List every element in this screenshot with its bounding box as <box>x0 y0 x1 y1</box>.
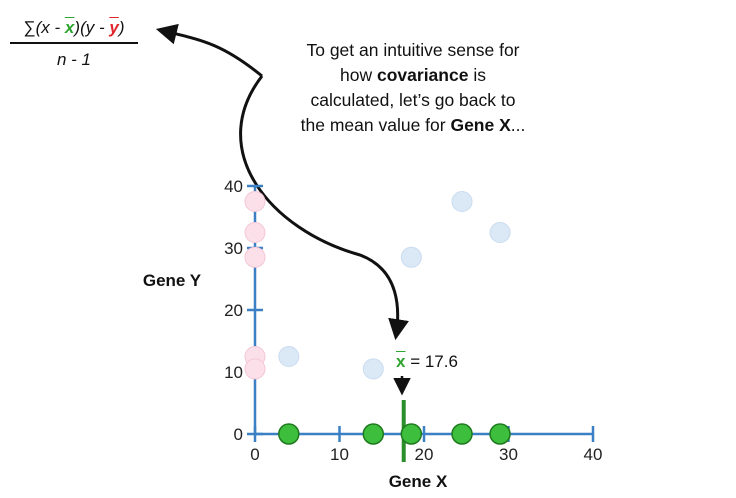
y-projection-point <box>244 358 266 380</box>
x-projection-point <box>489 423 511 445</box>
y-axis-title: Gene Y <box>143 271 202 290</box>
x-tick-label: 30 <box>499 445 518 464</box>
x-mean-symbol-label: x <box>396 352 406 371</box>
y-tick-label: 10 <box>224 363 243 382</box>
gene-x-term: Gene X <box>450 115 511 135</box>
faded-data-point <box>362 358 384 380</box>
y-tick-label: 40 <box>224 177 243 196</box>
x-tick-label: 40 <box>584 445 603 464</box>
y-projection-point <box>244 191 266 212</box>
formula-denominator: n - 1 <box>56 50 92 69</box>
y-projection-point <box>244 222 266 243</box>
x-projection-point <box>451 423 473 445</box>
x-tick-label: 20 <box>415 445 434 464</box>
faded-data-point <box>400 246 422 268</box>
axes-group: 0 10 20 30 40 0 10 20 30 40 Gene X Gene Y <box>143 177 603 491</box>
y-mean-symbol: y <box>109 18 119 37</box>
covariance-formula: ∑(x - x)(y - y) n - 1 <box>10 18 138 70</box>
y-projection-point <box>244 246 266 268</box>
points-group <box>244 191 511 462</box>
arrow-to-formula <box>155 23 263 78</box>
explanation-caption: To get an intuitive sense for how covari… <box>300 40 526 135</box>
y-tick-label: 30 <box>224 239 243 258</box>
x-mean-label: x = 17.6 <box>396 352 458 371</box>
x-tick-label: 0 <box>250 445 259 464</box>
arrow-to-mean <box>239 75 409 341</box>
x-axis-title: Gene X <box>389 472 448 491</box>
x-projection-point <box>278 423 300 445</box>
faded-data-point <box>451 191 473 212</box>
covariance-term: covariance <box>377 65 469 85</box>
sum-symbol: ∑ <box>23 18 36 37</box>
faded-data-point <box>489 222 511 243</box>
x-tick-label: 10 <box>330 445 349 464</box>
faded-data-point <box>278 346 300 367</box>
x-projection-point <box>362 423 385 445</box>
formula-numerator: ∑(x - x)(y - y) <box>10 18 138 44</box>
x-mean-symbol: x <box>64 18 75 37</box>
y-tick-label: 20 <box>224 301 243 320</box>
x-projection-point <box>400 423 423 445</box>
y-tick-label: 0 <box>234 425 243 444</box>
